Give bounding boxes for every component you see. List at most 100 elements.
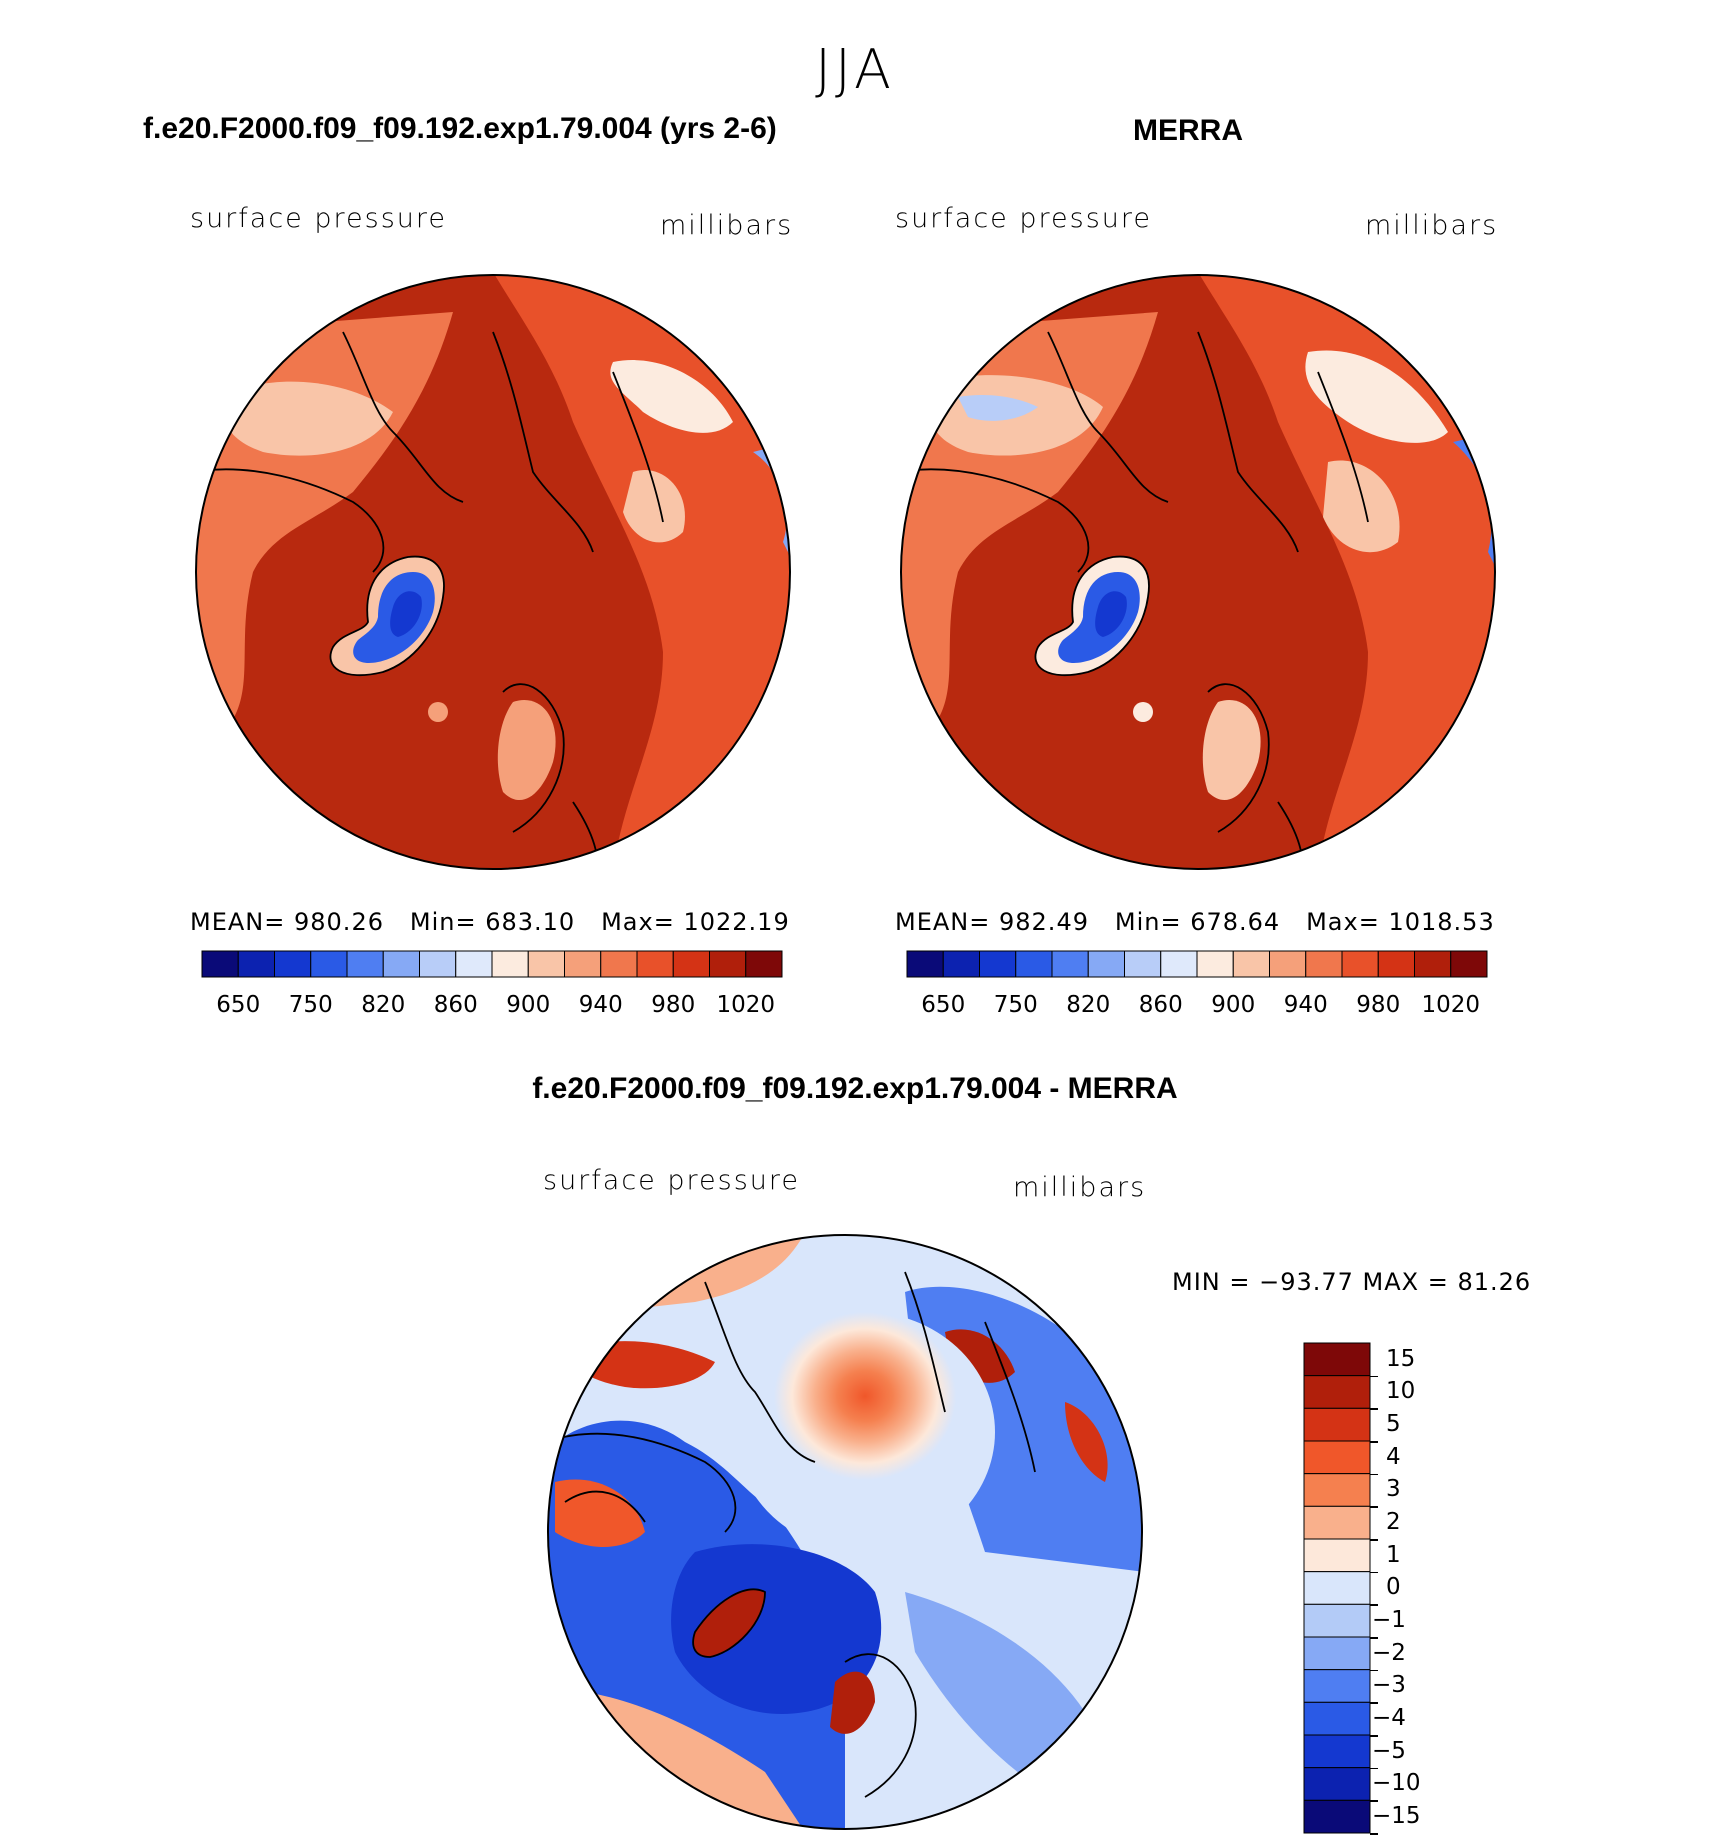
panel1-highland-2 bbox=[610, 360, 733, 433]
panel1-colorbar-tick-label: 1020 bbox=[716, 992, 776, 1018]
panel1-colorbar-swatch-4 bbox=[346, 950, 384, 978]
panel2-variable: surface pressure bbox=[895, 203, 1152, 234]
panel1-colorbar bbox=[201, 950, 783, 978]
panel1-scandinavia bbox=[497, 700, 556, 801]
panel1-colorbar-swatch-12 bbox=[636, 950, 674, 978]
panel2-colorbar-swatch-5 bbox=[1087, 950, 1125, 978]
panel1-colorbar-tick-label: 820 bbox=[361, 992, 406, 1018]
panel1-colorbar-swatch-8 bbox=[491, 950, 529, 978]
panel3-colorbar-tick-label: 10 bbox=[1386, 1378, 1416, 1405]
panel1-variable: surface pressure bbox=[190, 203, 447, 234]
panel2-scandinavia bbox=[1202, 700, 1261, 801]
panel2-highland-1b bbox=[958, 395, 1038, 421]
panel3-colorbar-swatch-3 bbox=[1303, 1440, 1371, 1475]
panel1-highland-1 bbox=[224, 381, 393, 456]
panel3-title: f.e20.F2000.f09_f09.192.exp1.79.004 - ME… bbox=[532, 1072, 1178, 1105]
panel1-colorbar-swatch-5 bbox=[382, 950, 420, 978]
panel3-colorbar-swatch-13 bbox=[1303, 1767, 1371, 1801]
panel1-min-value: 683.10 bbox=[485, 908, 576, 936]
panel2-colorbar-swatch-11 bbox=[1305, 950, 1343, 978]
panel2-colorbar bbox=[906, 950, 1488, 978]
panel3-colorbar-swatch-11 bbox=[1303, 1701, 1371, 1736]
panel3-colorbar-tick-label: −5 bbox=[1372, 1737, 1406, 1764]
panel3-red-greenland bbox=[693, 1589, 765, 1657]
panel2-colorbar-swatch-0 bbox=[906, 950, 944, 978]
panel2-max-value: 1018.53 bbox=[1388, 908, 1495, 936]
panel3-colorbar-swatch-4 bbox=[1303, 1473, 1371, 1507]
panel1-highland-4 bbox=[623, 470, 685, 543]
panel3-variable: surface pressure bbox=[543, 1165, 800, 1196]
panel2-colorbar-tick-label: 860 bbox=[1138, 992, 1183, 1018]
panel1-stats: MEAN= 980.26 Min= 683.10 Max= 1022.19 bbox=[190, 908, 790, 936]
panel2-max-label: Max= bbox=[1306, 908, 1380, 936]
panel1-colorbar-swatch-0 bbox=[201, 950, 239, 978]
panel3-colorbar-ticks: 15 10 5 4 3 2 1 0 −1 −2 −3 −4 −5 −10 −15 bbox=[1370, 1342, 1460, 1835]
panel3-colorbar-tick-mark bbox=[1370, 1767, 1378, 1770]
panel3-colorbar-tick-label: −4 bbox=[1372, 1705, 1406, 1731]
panel2-highland-2 bbox=[1305, 350, 1448, 443]
panel2-colorbar-swatch-13 bbox=[1377, 950, 1415, 978]
panel3-blue-central bbox=[671, 1544, 882, 1714]
panel3-colorbar-swatch-14 bbox=[1303, 1799, 1371, 1834]
panel2-colorbar-swatch-15 bbox=[1450, 950, 1488, 978]
panel1-colorbar-ticks: 650 750 820 860 900 940 980 1020 bbox=[201, 992, 783, 1022]
panel1-colorbar-tick-label: 650 bbox=[216, 992, 261, 1018]
panel3-colorbar-swatch-0 bbox=[1303, 1342, 1371, 1377]
panel2-min-label: Min= bbox=[1114, 908, 1182, 936]
panel3-map bbox=[547, 1234, 1143, 1830]
panel1-max-label: Max= bbox=[601, 908, 675, 936]
panel2-mean-value: 982.49 bbox=[999, 908, 1089, 936]
panel2-highland-4 bbox=[1323, 460, 1400, 553]
panel2-colorbar-tick-label: 940 bbox=[1283, 992, 1328, 1018]
panel1-colorbar-swatch-6 bbox=[419, 950, 457, 978]
panel3-colorbar-tick-mark bbox=[1370, 1604, 1378, 1606]
panel1-colorbar-swatch-3 bbox=[310, 950, 348, 978]
panel1-iceland bbox=[428, 702, 448, 722]
panel2-colorbar-tick-label: 1020 bbox=[1421, 992, 1481, 1018]
panel3-colorbar-swatch-6 bbox=[1303, 1538, 1371, 1573]
panel3-colorbar-swatch-9 bbox=[1303, 1636, 1371, 1671]
panel1-mean-label: MEAN= bbox=[190, 908, 286, 936]
panel3-colorbar-tick-mark bbox=[1370, 1539, 1378, 1541]
panel2-colorbar-tick-label: 650 bbox=[921, 992, 966, 1018]
panel2-colorbar-swatch-3 bbox=[1015, 950, 1053, 978]
panel3-colorbar-tick-label: 4 bbox=[1386, 1443, 1401, 1470]
panel1-colorbar-tick-label: 940 bbox=[578, 992, 623, 1018]
panel3-colorbar-tick-label: −2 bbox=[1372, 1639, 1406, 1666]
panel2-colorbar-tick-label: 820 bbox=[1066, 992, 1111, 1018]
panel3-colorbar-tick-mark bbox=[1370, 1637, 1378, 1639]
panel1-mean-value: 980.26 bbox=[294, 908, 384, 936]
panel3-minmax: MIN = −93.77 MAX = 81.26 bbox=[1172, 1268, 1532, 1296]
panel3-colorbar-swatch-7 bbox=[1303, 1571, 1371, 1605]
panel1-min-label: Min= bbox=[409, 908, 477, 936]
panel3-colorbar-tick-mark bbox=[1370, 1375, 1378, 1378]
panel3-red-w bbox=[555, 1479, 645, 1547]
panel3-colorbar-tick-label: −3 bbox=[1372, 1672, 1406, 1699]
panel2-colorbar-tick-label: 750 bbox=[993, 992, 1038, 1018]
panel1-colorbar-tick-label: 980 bbox=[651, 992, 696, 1018]
panel1-colorbar-tick-label: 860 bbox=[433, 992, 478, 1018]
panel3-colorbar-tick-mark bbox=[1370, 1571, 1378, 1574]
panel2-colorbar-swatch-2 bbox=[979, 950, 1017, 978]
panel2-units: millibars bbox=[1365, 210, 1499, 241]
panel3-red-east2 bbox=[1065, 1402, 1108, 1482]
panel3-colorbar-tick-label: 1 bbox=[1386, 1541, 1401, 1568]
panel3-colorbar-tick-label: 2 bbox=[1386, 1509, 1401, 1535]
panel2-colorbar-swatch-6 bbox=[1124, 950, 1162, 978]
panel2-map bbox=[900, 274, 1496, 870]
panel1-units: millibars bbox=[660, 210, 794, 241]
panel3-red-scandinavia bbox=[830, 1671, 875, 1734]
panel1-colorbar-tick-label: 750 bbox=[288, 992, 333, 1018]
panel3-colorbar-tick-label: 3 bbox=[1386, 1476, 1401, 1503]
panel2-greenland-core bbox=[1095, 591, 1127, 637]
panel1-colorbar-swatch-7 bbox=[455, 950, 493, 978]
panel1-map bbox=[195, 274, 791, 870]
panel3-colorbar-tick-label: −15 bbox=[1372, 1803, 1421, 1829]
panel2-colorbar-swatch-10 bbox=[1269, 950, 1307, 978]
panel2-colorbar-swatch-8 bbox=[1196, 950, 1234, 978]
panel3-colorbar-swatch-10 bbox=[1303, 1669, 1371, 1703]
panel1-colorbar-swatch-1 bbox=[237, 950, 275, 978]
panel3-colorbar-swatch-8 bbox=[1303, 1603, 1371, 1638]
panel1-colorbar-swatch-15 bbox=[745, 950, 783, 978]
panel2-colorbar-swatch-9 bbox=[1232, 950, 1270, 978]
